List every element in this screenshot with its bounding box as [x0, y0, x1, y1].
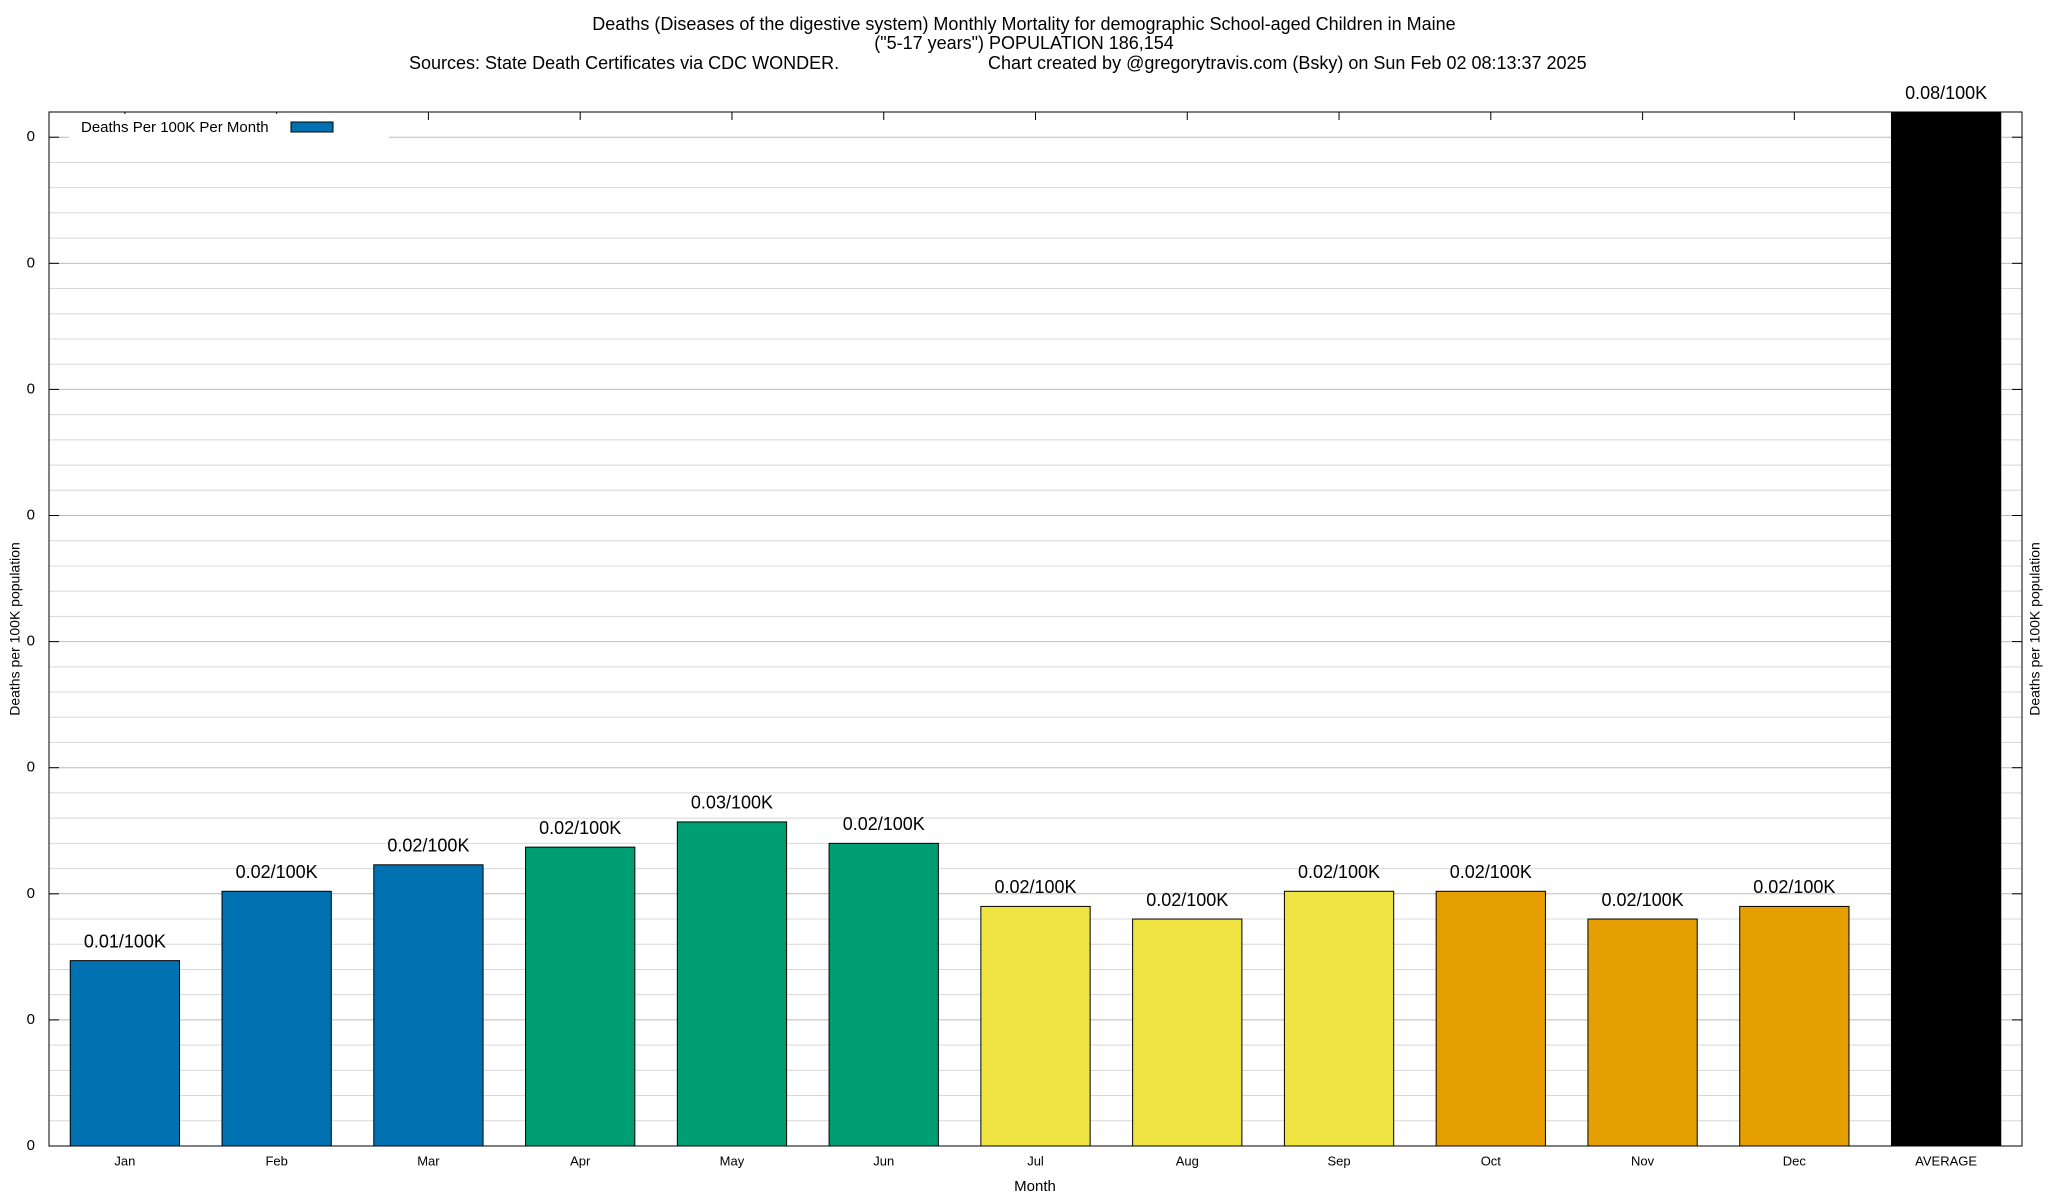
bar — [1283, 890, 1395, 1147]
value-label: 0.02/100K — [539, 818, 621, 838]
y-tick-label: 0 — [27, 759, 35, 776]
bar — [980, 905, 1091, 1147]
y-tick-label: 0 — [27, 1011, 35, 1028]
value-label: 0.02/100K — [1753, 877, 1835, 897]
y-tick-label: 0 — [27, 1137, 35, 1154]
legend-swatch — [290, 121, 334, 133]
bar — [1587, 918, 1698, 1147]
y-tick-label: 0 — [27, 885, 35, 902]
value-label: 0.02/100K — [236, 862, 318, 882]
value-label: 0.02/100K — [843, 814, 925, 834]
x-tick-label: Nov — [1631, 1153, 1655, 1168]
y-axis-label: Deaths per 100K population — [7, 542, 23, 716]
x-tick-label: Mar — [417, 1153, 440, 1168]
x-tick-label: Apr — [570, 1153, 591, 1168]
value-label: 0.02/100K — [387, 836, 469, 856]
y-tick-label: 0 — [27, 254, 35, 271]
y2-axis-label: Deaths per 100K population — [2027, 542, 2043, 716]
chart-title: Deaths (Diseases of the digestive system… — [592, 14, 1455, 34]
y-tick-label: 0 — [27, 506, 35, 523]
legend-label: Deaths Per 100K Per Month — [81, 119, 269, 136]
x-tick-label: Feb — [265, 1153, 287, 1168]
legend-box — [69, 114, 389, 142]
bar — [373, 864, 484, 1147]
bar — [69, 960, 181, 1147]
x-tick-label: Sep — [1327, 1153, 1350, 1168]
bar — [1132, 918, 1243, 1147]
value-label: 0.02/100K — [1298, 862, 1380, 882]
value-label: 0.03/100K — [691, 793, 773, 813]
bar — [1435, 890, 1546, 1147]
bar — [828, 842, 939, 1147]
x-tick-label: Jun — [873, 1153, 894, 1168]
bar — [676, 821, 788, 1147]
value-label: 0.01/100K — [84, 931, 166, 951]
y-tick-label: 0 — [27, 380, 35, 397]
bar — [1739, 905, 1850, 1147]
x-tick-label: Jul — [1027, 1153, 1044, 1168]
value-label: 0.02/100K — [1146, 890, 1228, 910]
x-tick-label: May — [720, 1153, 745, 1168]
value-label: 0.02/100K — [1602, 890, 1684, 910]
x-tick-label: Oct — [1481, 1153, 1502, 1168]
x-tick-label: AVERAGE — [1915, 1153, 1977, 1168]
value-label: 0.02/100K — [994, 877, 1076, 897]
value-label: 0.02/100K — [1450, 862, 1532, 882]
bar — [525, 846, 636, 1147]
bar — [221, 890, 332, 1147]
y-tick-label: 0 — [27, 128, 35, 145]
source: Sources: State Death Certificates via CD… — [409, 53, 839, 73]
y-tick-label: 0 — [27, 633, 35, 650]
bar — [1890, 111, 2002, 1147]
x-tick-label: Dec — [1783, 1153, 1807, 1168]
x-axis-label: Month — [1014, 1178, 1056, 1195]
x-tick-label: Aug — [1176, 1153, 1199, 1168]
chart-subtitle: ("5-17 years") POPULATION 186,154 — [874, 33, 1174, 53]
x-tick-label: Jan — [114, 1153, 135, 1168]
value-label: 0.08/100K — [1905, 83, 1987, 103]
credit: Chart created by @gregorytravis.com (Bsk… — [988, 53, 1587, 73]
